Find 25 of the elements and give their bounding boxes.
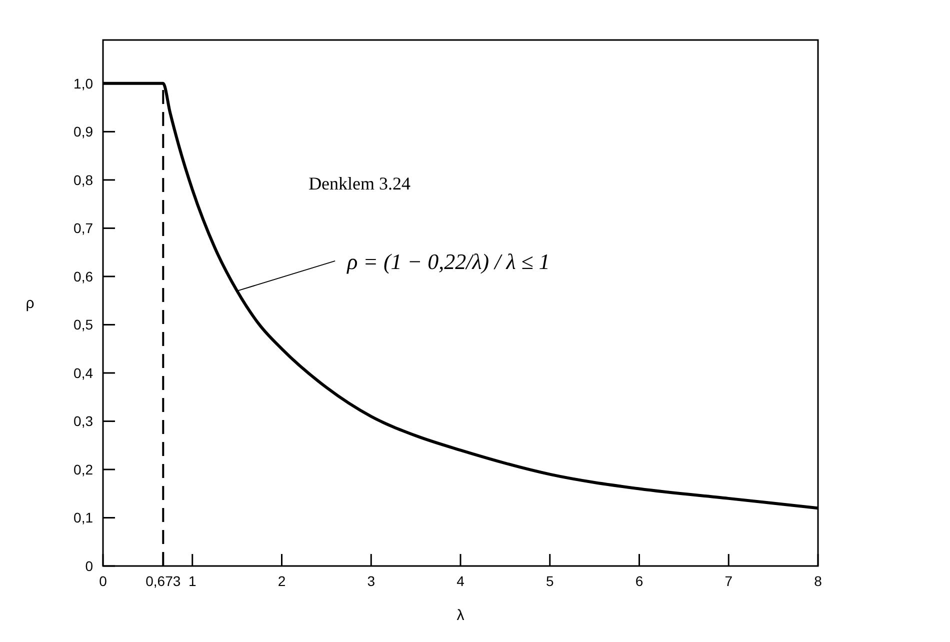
x-tick-label: 0	[99, 573, 108, 589]
y-tick-label: 1,0	[74, 75, 94, 92]
x-axis-title: λ	[456, 607, 465, 624]
x-tick-label: 6	[635, 573, 644, 589]
y-tick-label: 0,6	[74, 268, 94, 284]
x-tick-label: 2	[278, 573, 286, 589]
y-tick-label: 0,2	[74, 461, 94, 478]
x-tick-label: 8	[814, 573, 822, 589]
x-tick-label: 5	[546, 573, 554, 589]
x-tick-label: 7	[724, 573, 733, 589]
y-tick-label: 0,1	[74, 510, 94, 526]
x-tick-label: 3	[367, 573, 376, 589]
x-tick-label: 1	[188, 573, 196, 589]
y-tick-label: 0,5	[74, 316, 94, 333]
y-tick-label: 0,9	[74, 124, 94, 140]
y-tick-label: 0,3	[74, 413, 94, 430]
x-tick-label: 4	[456, 573, 465, 589]
y-axis-title: ρ	[26, 295, 34, 312]
y-tick-label: 0,7	[74, 220, 94, 236]
y-tick-label: 0,4	[74, 364, 94, 381]
y-tick-label: 0	[85, 558, 94, 574]
y-tick-label: 0,8	[74, 172, 94, 188]
annotation: ρ = (1 − 0,22/λ) / λ ≤ 1	[346, 248, 550, 274]
x-tick-label: 0,673	[146, 573, 181, 589]
annotation: Denklem 3.24	[308, 174, 411, 194]
